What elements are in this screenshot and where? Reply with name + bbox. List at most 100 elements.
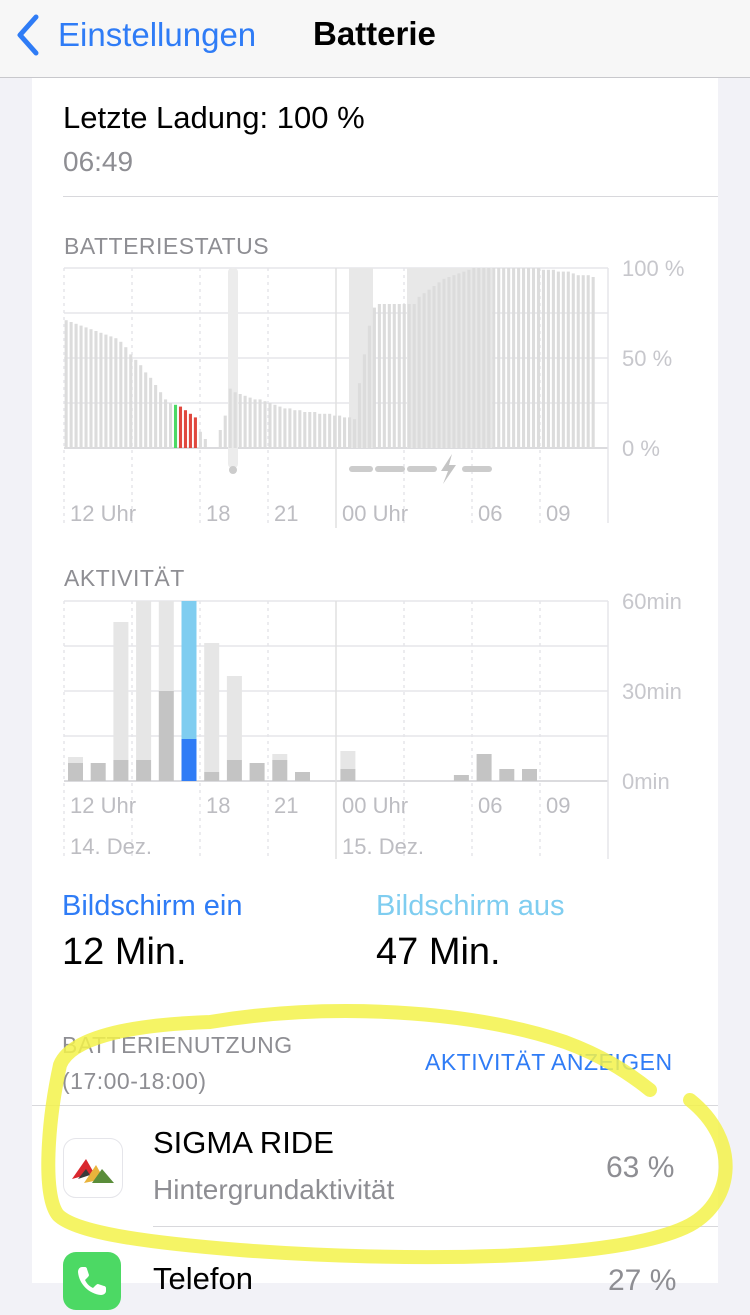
activity-screen-off-bar — [226, 676, 242, 760]
battery-level-bar — [99, 332, 103, 448]
activity-x-tick: 09 — [546, 793, 570, 818]
navigation-bar: Einstellungen Batterie — [0, 0, 750, 78]
activity-x-tick: 18 — [206, 793, 230, 818]
activity-bars — [68, 601, 537, 781]
chevron-left-icon — [17, 14, 39, 56]
activity-screen-on-bar — [68, 763, 83, 781]
activity-screen-on-bar — [90, 763, 106, 781]
phone-icon — [63, 1252, 121, 1310]
activity-screen-on-bar — [295, 772, 310, 781]
battery-level-bar — [561, 271, 565, 448]
app-row-telefon[interactable]: Telefon 27 % — [32, 1227, 718, 1310]
activity-screen-off-bar — [204, 643, 220, 772]
battery-level-bar — [303, 412, 307, 448]
battery-level-bar — [178, 406, 183, 448]
battery-level-bar — [372, 307, 376, 448]
activity-screen-off-bar — [340, 751, 356, 769]
battery-usage-range: (17:00-18:00) — [62, 1068, 207, 1094]
battery-level-bar — [89, 329, 93, 448]
battery-level-bar — [377, 304, 381, 448]
last-charge-time: 06:49 — [63, 146, 134, 177]
show-activity-button[interactable]: AKTIVITÄT ANZEIGEN — [425, 1049, 673, 1075]
battery-level-bar — [512, 268, 516, 448]
battery-level-bar — [323, 413, 327, 448]
battery-level-bar — [432, 286, 436, 448]
divider — [63, 196, 718, 197]
battery-level-bar — [482, 268, 486, 448]
activity-y-tick: 30min — [622, 679, 682, 704]
battery-level-bar — [313, 412, 317, 448]
battery-y-tick: 50 % — [622, 346, 672, 371]
battery-level-bar — [69, 322, 73, 448]
battery-level-bar — [343, 417, 347, 448]
battery-level-bar — [273, 404, 277, 448]
battery-status-label: BATTERIESTATUS — [64, 233, 270, 259]
battery-level-bar — [164, 399, 168, 448]
battery-status-chart: 100 % 50 % 0 % 12 Uhr 18 21 00 Uhr 06 09 — [63, 258, 684, 528]
battery-x-tick: 09 — [546, 501, 570, 526]
battery-level-bar — [283, 408, 287, 448]
battery-level-bar — [581, 275, 585, 448]
battery-level-bar — [169, 403, 173, 448]
battery-level-bar — [338, 415, 342, 448]
activity-screen-on-bar — [476, 754, 492, 781]
battery-level-bar — [412, 304, 416, 448]
battery-level-bar — [382, 304, 386, 448]
battery-level-bar — [228, 388, 232, 448]
app-row-sigma-ride[interactable]: SIGMA RIDE Hintergrundaktivität 63 % — [32, 1106, 718, 1226]
battery-level-bar — [447, 277, 451, 448]
battery-level-bar — [218, 430, 222, 448]
activity-date-label: 14. Dez. — [70, 834, 152, 859]
battery-level-bar — [357, 383, 362, 448]
activity-x-tick: 06 — [478, 793, 502, 818]
battery-level-bar — [288, 408, 292, 448]
activity-screen-on-bar — [522, 769, 537, 781]
battery-level-bar — [253, 399, 257, 448]
battery-level-bar — [278, 406, 282, 448]
battery-level-bar — [492, 268, 496, 448]
battery-card: Letzte Ladung: 100 % 06:49 BATTERIESTATU… — [32, 78, 718, 1310]
page-title: Batterie — [313, 15, 436, 52]
battery-level-bar — [536, 268, 541, 448]
battery-level-bar — [84, 327, 88, 448]
battery-level-bar — [198, 431, 202, 448]
battery-level-bar — [392, 304, 396, 448]
battery-level-bar — [507, 268, 511, 448]
battery-level-bar — [437, 282, 441, 448]
battery-level-bar — [333, 415, 337, 448]
battery-level-bar — [129, 354, 133, 448]
activity-x-tick: 12 Uhr — [70, 793, 136, 818]
battery-level-bar — [526, 268, 531, 448]
battery-usage-label: BATTERIENUTZUNG — [62, 1032, 293, 1058]
battery-level-bar — [238, 394, 242, 448]
battery-level-bar — [397, 304, 401, 448]
battery-level-bar — [407, 304, 411, 448]
battery-level-bar — [566, 271, 570, 448]
activity-screen-off-bar — [158, 601, 174, 691]
battery-level-bar — [472, 268, 476, 448]
battery-x-tick: 06 — [478, 501, 502, 526]
back-button[interactable]: Einstellungen — [14, 10, 256, 60]
battery-level-bar — [248, 397, 252, 448]
battery-level-bar — [258, 399, 262, 448]
battery-level-bar — [154, 385, 158, 448]
activity-screen-on-bar — [272, 760, 288, 781]
battery-level-bar — [362, 354, 367, 448]
battery-level-bar — [541, 269, 545, 448]
battery-bars — [64, 268, 595, 448]
battery-level-bar — [203, 439, 207, 448]
battery-level-bar — [193, 417, 197, 448]
battery-level-bar — [79, 325, 83, 448]
activity-screen-off-bar — [272, 754, 288, 760]
battery-y-tick: 0 % — [622, 436, 660, 461]
battery-level-bar — [188, 413, 192, 448]
battery-level-bar — [124, 347, 128, 448]
charging-bolt-icon — [441, 454, 456, 484]
battery-level-bar — [268, 403, 272, 448]
battery-level-bar — [263, 401, 267, 448]
battery-level-bar — [104, 334, 108, 448]
app-name: SIGMA RIDE — [153, 1125, 334, 1160]
battery-level-bar — [74, 323, 78, 448]
battery-level-bar — [119, 341, 123, 448]
app-percent: 63 % — [606, 1151, 675, 1184]
